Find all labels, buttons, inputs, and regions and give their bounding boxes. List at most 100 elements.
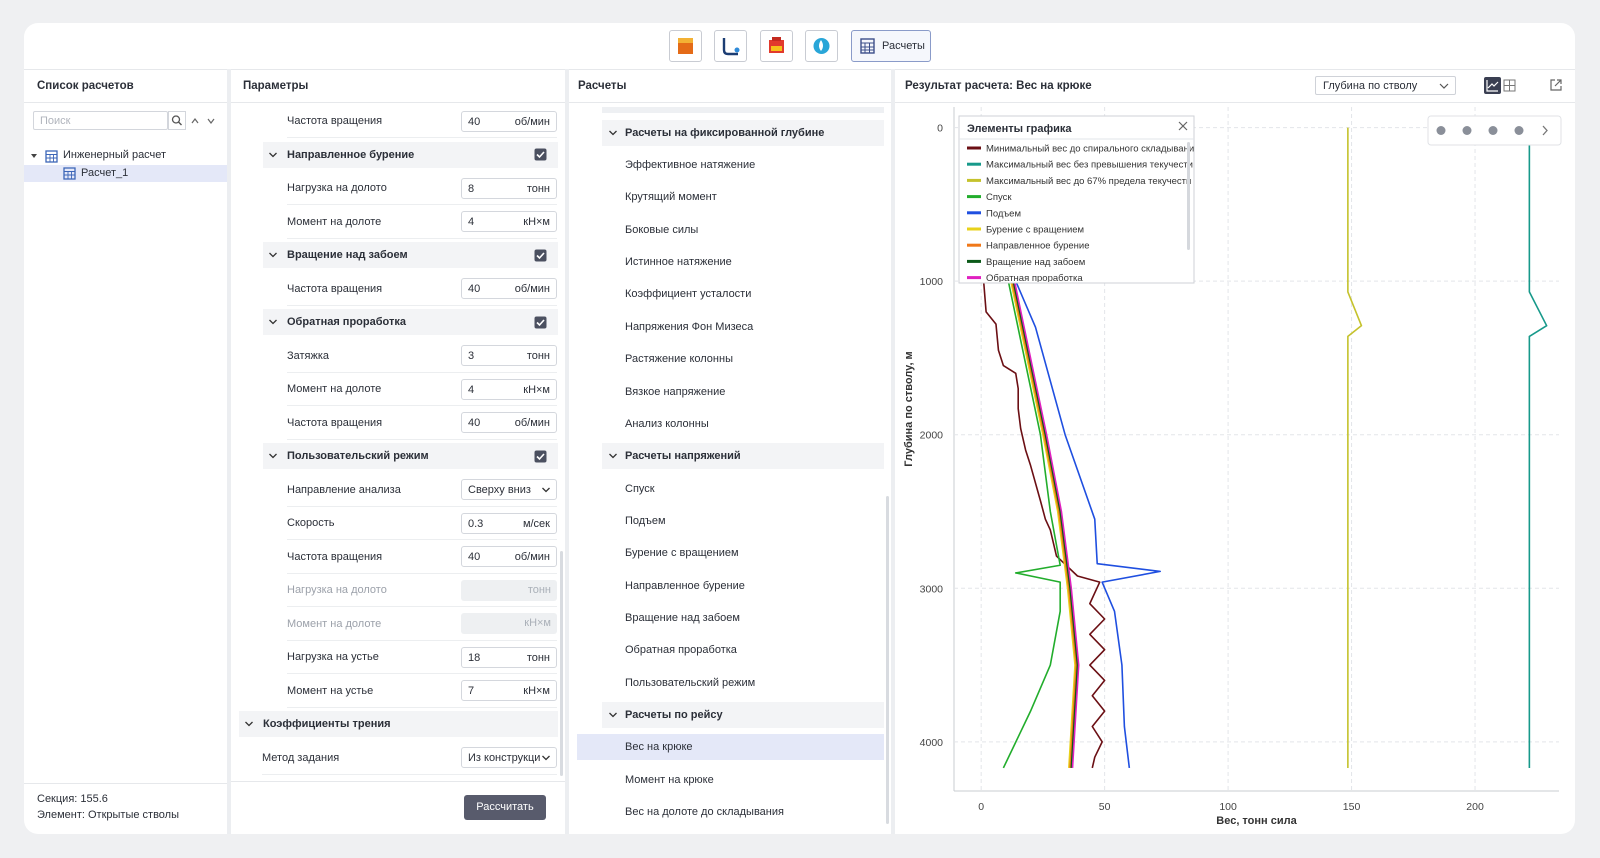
x-axis-title: Вес, тонн сила — [1216, 815, 1297, 827]
depth-select[interactable]: Глубина по стволу — [1315, 76, 1456, 95]
input-value: 4 — [468, 216, 475, 229]
input[interactable]: 4 кН×м — [461, 211, 557, 233]
calc-item[interactable]: Боковые силы — [625, 223, 699, 236]
param-label: Скорость — [287, 517, 335, 530]
modebar-icon — [1514, 126, 1524, 135]
input[interactable]: 40 об/мин — [461, 278, 557, 300]
input[interactable]: 0.3 м/сек — [461, 512, 557, 534]
input: тонн — [461, 579, 557, 601]
modebar-icon — [1488, 126, 1498, 135]
group-header[interactable] — [263, 242, 558, 269]
splitter[interactable] — [565, 69, 569, 834]
calc-item[interactable]: Коэффициент усталости — [625, 288, 752, 301]
row-divider — [287, 438, 557, 440]
select-value: Глубина по стволу — [1323, 80, 1418, 92]
input-value: 40 — [468, 115, 481, 128]
y-axis-title: Глубина по стволу, м — [903, 351, 915, 466]
row-divider — [287, 706, 557, 708]
chevron-shape — [245, 721, 253, 727]
input: кН×м — [461, 613, 557, 635]
calc-item[interactable]: Растяжение колонны — [625, 353, 733, 366]
row-divider — [287, 204, 557, 206]
input[interactable]: 3 тонн — [461, 345, 557, 367]
scrollbar[interactable] — [560, 551, 563, 776]
group-header[interactable] — [602, 443, 884, 470]
y-tick-label: 2000 — [920, 430, 944, 442]
group-header[interactable] — [239, 711, 558, 738]
input[interactable]: 40 об/мин — [461, 546, 557, 568]
input-value: 4 — [468, 383, 475, 396]
input-unit: об/мин — [514, 283, 550, 296]
input[interactable]: 40 об/мин — [461, 412, 557, 434]
calc-item[interactable]: Вращение над забоем — [625, 611, 740, 624]
tool-button[interactable] — [760, 30, 793, 62]
checkbox[interactable] — [534, 450, 547, 463]
group-label: Вращение над забоем — [287, 249, 408, 262]
input[interactable]: 7 кН×м — [461, 680, 557, 702]
chevron — [269, 453, 277, 459]
calculate-button[interactable]: Рассчитать — [464, 795, 546, 820]
view-toggle[interactable] — [1484, 77, 1520, 95]
scrollbar[interactable] — [886, 496, 889, 824]
chevron-shape — [269, 152, 277, 158]
calc-item[interactable]: Напряжения Фон Мизеса — [625, 320, 754, 333]
tool-button[interactable] — [669, 30, 702, 62]
calc-item[interactable]: Бурение с вращением — [625, 547, 739, 560]
param-label: Нагрузка на долото — [287, 584, 387, 597]
open-external[interactable] — [1549, 78, 1563, 92]
group-header[interactable] — [602, 702, 884, 728]
tree-node[interactable]: Инженерный расчет — [63, 149, 167, 161]
checkbox[interactable] — [534, 316, 547, 329]
input[interactable]: 8 тонн — [461, 177, 557, 199]
panel-title: Расчеты — [578, 80, 627, 92]
calc-item[interactable]: Спуск — [625, 482, 655, 495]
splitter[interactable] — [891, 69, 895, 834]
calc-item[interactable]: Анализ колонны — [625, 417, 709, 430]
tool-button[interactable] — [714, 30, 747, 62]
calc-item[interactable]: Обратная проработка — [625, 644, 737, 657]
calc-item[interactable]: Момент на крюке — [625, 773, 714, 786]
calc-item[interactable]: Направленное бурение — [625, 579, 745, 592]
tree-node[interactable]: Расчет_1 — [81, 167, 129, 179]
status-text: Элемент: Открытые стволы — [37, 809, 179, 821]
group-header[interactable] — [263, 309, 558, 336]
select[interactable]: Сверху вниз — [461, 479, 557, 501]
checkmark — [536, 151, 545, 159]
checkbox[interactable] — [534, 148, 547, 161]
group-header[interactable] — [263, 443, 558, 470]
modebar[interactable] — [1427, 115, 1562, 146]
tool-button[interactable] — [805, 30, 838, 62]
group-header[interactable] — [602, 119, 884, 146]
calc-item[interactable]: Вязкое напряжение — [625, 385, 726, 398]
calc-item[interactable]: Пользовательский режим — [625, 676, 756, 689]
chevron-shape — [269, 453, 277, 459]
row-divider — [287, 304, 557, 306]
calc-item[interactable]: Крутящий момент — [625, 191, 717, 204]
calc-item[interactable]: Подъем — [625, 514, 666, 527]
calc-item[interactable]: Истинное натяжение — [625, 256, 732, 269]
search-input[interactable]: Поиск — [33, 111, 168, 130]
legend-close — [1178, 121, 1188, 131]
tool-button[interactable]: Расчеты — [851, 30, 931, 62]
legend-label: Подъем — [986, 208, 1021, 219]
calc-item[interactable]: Вес на долоте до складывания — [625, 806, 784, 819]
input-unit: тонн — [527, 583, 551, 596]
checkbox[interactable] — [534, 249, 547, 262]
input[interactable]: 4 кН×м — [461, 378, 557, 400]
group-header[interactable] — [263, 141, 558, 168]
input[interactable]: 40 об/мин — [461, 110, 557, 132]
param-label: Момент на долоте — [287, 383, 382, 396]
series-line — [987, 127, 1061, 769]
param-label: Момент на долоте — [287, 215, 382, 228]
series-line — [1347, 127, 1363, 768]
calc-item[interactable]: Вес на крюке — [625, 741, 693, 754]
calc-item[interactable]: Эффективное натяжение — [625, 159, 756, 172]
search-button[interactable] — [168, 111, 186, 130]
splitter[interactable] — [227, 69, 231, 834]
placeholder: Поиск — [40, 115, 71, 127]
input[interactable]: 18 тонн — [461, 646, 557, 668]
checkbox-box — [534, 148, 547, 161]
nav-arrows[interactable] — [189, 114, 219, 128]
select[interactable]: Из конструкци — [461, 747, 557, 769]
input-value: Из конструкци — [468, 752, 540, 765]
